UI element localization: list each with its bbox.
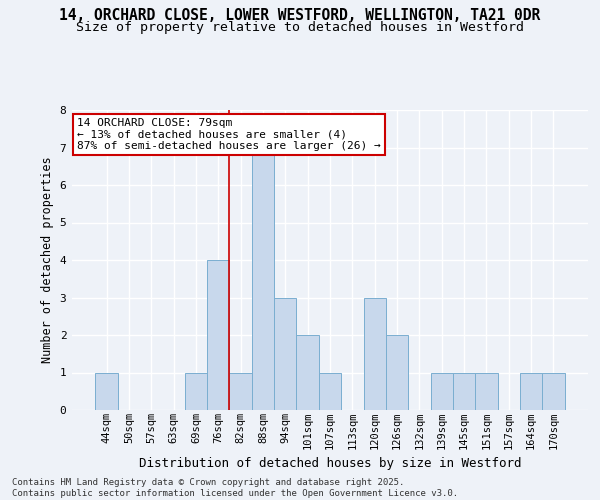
Y-axis label: Number of detached properties: Number of detached properties — [41, 156, 54, 364]
Bar — [364, 298, 386, 410]
Bar — [95, 372, 118, 410]
Bar — [520, 372, 542, 410]
Text: Size of property relative to detached houses in Westford: Size of property relative to detached ho… — [76, 21, 524, 34]
Bar — [453, 372, 475, 410]
Bar — [475, 372, 497, 410]
Bar — [386, 335, 408, 410]
Bar — [319, 372, 341, 410]
Bar — [274, 298, 296, 410]
Text: 14, ORCHARD CLOSE, LOWER WESTFORD, WELLINGTON, TA21 0DR: 14, ORCHARD CLOSE, LOWER WESTFORD, WELLI… — [59, 8, 541, 22]
Bar — [252, 148, 274, 410]
Bar — [229, 372, 252, 410]
Text: 14 ORCHARD CLOSE: 79sqm
← 13% of detached houses are smaller (4)
87% of semi-det: 14 ORCHARD CLOSE: 79sqm ← 13% of detache… — [77, 118, 381, 150]
X-axis label: Distribution of detached houses by size in Westford: Distribution of detached houses by size … — [139, 457, 521, 470]
Bar — [431, 372, 453, 410]
Bar — [296, 335, 319, 410]
Bar — [542, 372, 565, 410]
Bar — [185, 372, 207, 410]
Bar — [207, 260, 229, 410]
Text: Contains HM Land Registry data © Crown copyright and database right 2025.
Contai: Contains HM Land Registry data © Crown c… — [12, 478, 458, 498]
